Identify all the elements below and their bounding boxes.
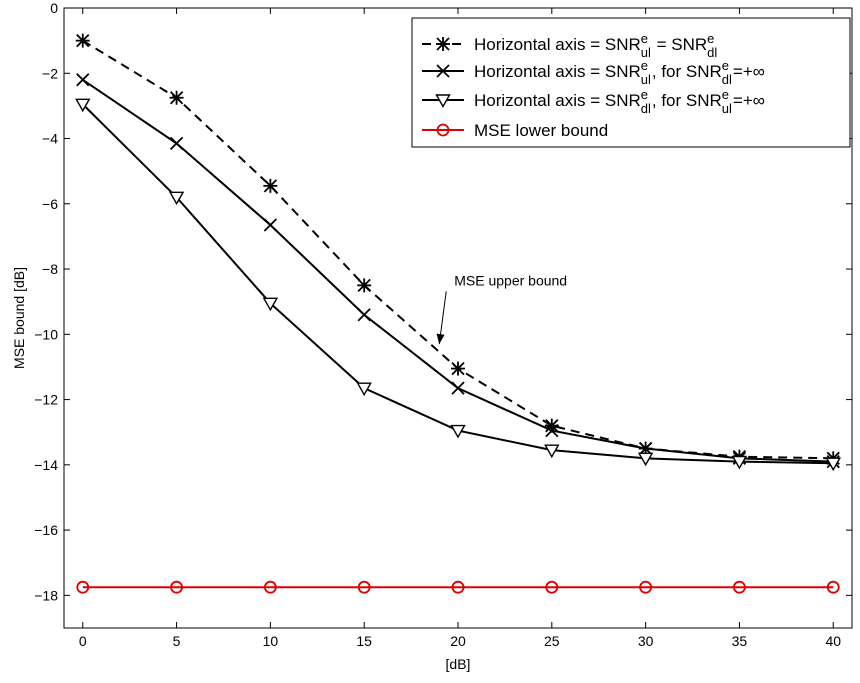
annotations: MSE upper bound: [436, 272, 567, 345]
asterisk-marker: [451, 361, 465, 376]
triangle-marker: [356, 382, 372, 397]
y-tick-label: −8: [42, 261, 58, 277]
legend-label-sup: e: [722, 87, 729, 102]
x-tick-label: 25: [544, 633, 560, 649]
axes: 0 5 10 15 20 25 30 35 40 0 −2 −4 −6 −8 −10 −12 −14 −16 −18: [34, 0, 853, 649]
triangle-marker: [262, 297, 279, 312]
legend-label-sup: e: [641, 87, 648, 102]
x-marker: [169, 136, 184, 151]
y-axis-label: MSE bound [dB]: [11, 267, 27, 369]
asterisk-marker: [263, 178, 278, 193]
circle-marker: [357, 580, 371, 594]
y-tick-label: −2: [42, 65, 58, 81]
legend-label-sub: dl: [722, 72, 732, 87]
legend-label-text: Horizontal axis = SNR: [474, 62, 641, 81]
x-axis-label: [dB]: [446, 656, 471, 672]
x-tick-label: 10: [263, 633, 279, 649]
legend-box: [411, 17, 851, 148]
y-tick-label: −16: [34, 522, 58, 538]
triangle-marker: [450, 424, 466, 439]
legend-entry-1: Horizontal axis = SNRe ul = SNRe dl: [422, 31, 717, 60]
x-marker: [357, 308, 371, 322]
legend-label: Horizontal axis = SNRe ul, for SNRe dl=+∞: [474, 58, 765, 87]
circle-marker: [733, 580, 746, 594]
y-tick-label: −14: [34, 457, 58, 473]
circle-marker: [451, 580, 465, 594]
circle-marker: [436, 123, 450, 137]
y-tick-label: −4: [42, 131, 58, 147]
legend-label-sup: e: [641, 31, 648, 46]
legend-label-text: = SNR: [652, 35, 707, 54]
legend-label-sup: e: [641, 58, 648, 73]
circle-marker: [826, 580, 840, 594]
triangle-marker: [731, 455, 748, 470]
legend-label-sup: e: [707, 31, 714, 46]
y-tick-label: −18: [34, 587, 58, 603]
asterisk-marker: [169, 90, 184, 105]
triangle-marker: [168, 191, 185, 206]
triangle-marker: [544, 444, 560, 459]
plot-area: [75, 33, 841, 594]
x-marker: [638, 441, 653, 456]
x-marker: [436, 64, 450, 78]
y-tick-label: −6: [42, 196, 58, 212]
legend-label: Horizontal axis = SNRe dl, for SNRe ul=+∞: [474, 87, 765, 116]
x-tick-label: 40: [825, 633, 841, 649]
legend-label-text: , for SNR: [652, 62, 722, 81]
x-tick-label: 15: [356, 633, 372, 649]
asterisk-marker: [357, 278, 372, 293]
circle-marker: [263, 580, 277, 594]
legend-label-sub: ul: [641, 45, 651, 60]
legend-label: Horizontal axis = SNRe ul = SNRe dl: [474, 31, 717, 60]
asterisk-marker: [436, 37, 450, 51]
circle-marker: [639, 580, 653, 594]
y-tick-label: −10: [34, 326, 58, 342]
legend-entry-4: MSE lower bound: [422, 121, 608, 140]
legend-label-sub: ul: [641, 72, 651, 87]
x-tick-label: 20: [450, 633, 466, 649]
legend-label-text: , for SNR: [652, 91, 722, 110]
legend-label-text: MSE lower bound: [474, 121, 608, 140]
x-tick-label: 35: [732, 633, 748, 649]
triangle-marker: [75, 98, 91, 113]
asterisk-marker: [75, 33, 90, 48]
x-tick-label: 5: [173, 633, 181, 649]
series-4: [76, 580, 840, 594]
legend-label-sub: dl: [641, 101, 651, 116]
x-marker: [545, 423, 559, 438]
triangle-marker: [637, 452, 654, 467]
x-tick-label: 0: [79, 633, 87, 649]
legend: Horizontal axis = SNRe ul = SNRe dlHorizon…: [411, 17, 851, 148]
circle-marker: [170, 580, 183, 594]
x-marker: [451, 381, 465, 395]
legend-label-text: Horizontal axis = SNR: [474, 91, 641, 110]
y-tick-label: −12: [34, 392, 58, 408]
legend-label-sub: ul: [722, 101, 732, 116]
annotation-arrow-head: [436, 333, 445, 345]
x-tick-label: 30: [638, 633, 654, 649]
circle-marker: [545, 580, 559, 594]
triangle-marker: [435, 94, 451, 108]
annotation-text: MSE upper bound: [454, 272, 567, 288]
legend-label-sup: e: [722, 58, 729, 73]
y-tick-label: 0: [50, 0, 58, 16]
legend-label-text: =+∞: [733, 91, 765, 110]
x-marker: [263, 218, 278, 232]
legend-entry-2: Horizontal axis = SNRe ul, for SNRe dl=+∞: [422, 58, 765, 87]
circle-marker: [76, 580, 90, 594]
legend-label: MSE lower bound: [474, 121, 608, 140]
triangle-marker: [825, 457, 841, 472]
legend-label-text: Horizontal axis = SNR: [474, 35, 641, 54]
legend-label-sub: dl: [707, 45, 717, 60]
series-3: [75, 98, 841, 472]
x-marker: [76, 73, 90, 87]
legend-entry-3: Horizontal axis = SNRe dl, for SNRe ul=+∞: [422, 87, 765, 116]
legend-label-text: =+∞: [733, 62, 765, 81]
